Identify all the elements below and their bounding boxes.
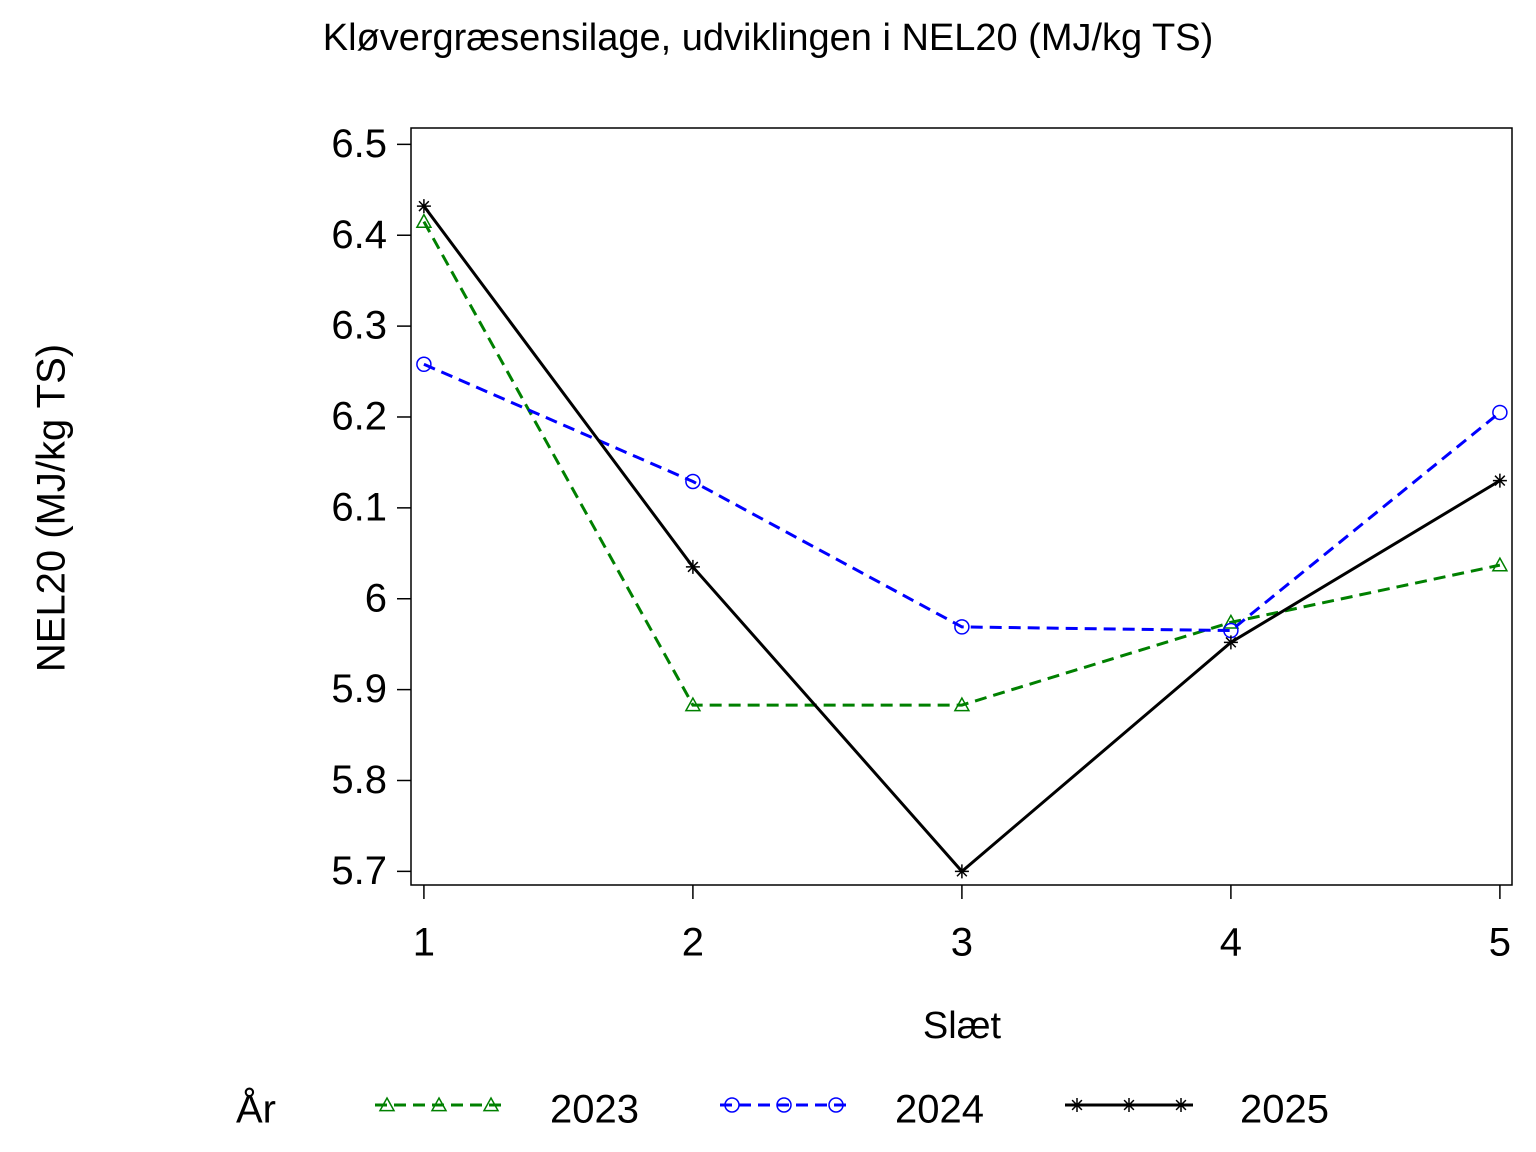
series-line	[423, 362, 1501, 633]
y-tick-label: 5.7	[331, 849, 387, 893]
legend-marker	[1070, 1098, 1084, 1112]
legend-marker	[828, 1097, 844, 1113]
legend-marker	[482, 1096, 500, 1112]
legend-marker	[378, 1096, 396, 1112]
x-tick-label: 1	[413, 921, 435, 965]
marker	[1223, 635, 1238, 650]
legend-label: 2023	[550, 1088, 639, 1132]
marker	[1222, 613, 1240, 629]
y-tick-label: 6	[365, 576, 387, 620]
y-tick-label: 6.4	[331, 213, 387, 257]
marker	[416, 356, 432, 373]
y-tick-label: 6.3	[331, 304, 387, 348]
marker	[685, 473, 701, 490]
marker	[954, 864, 969, 879]
legend-marker	[724, 1097, 740, 1113]
marker	[415, 213, 433, 228]
marker	[1492, 404, 1508, 421]
x-tick-label: 3	[951, 921, 973, 965]
marker	[954, 619, 970, 635]
legend-marker	[1122, 1098, 1136, 1112]
legend-label: 2025	[1240, 1088, 1329, 1132]
y-tick-label: 5.8	[331, 758, 387, 802]
y-tick-label: 6.1	[331, 485, 387, 529]
x-axis-label: Slæt	[923, 1005, 1002, 1047]
legend-marker	[776, 1097, 792, 1113]
y-tick-label: 6.2	[331, 395, 387, 439]
series-line	[422, 220, 1501, 707]
marker	[685, 559, 700, 574]
marker	[416, 199, 431, 214]
marker	[1491, 556, 1509, 572]
y-tick-label: 5.9	[331, 667, 387, 711]
marker	[684, 696, 702, 712]
marker	[953, 696, 971, 712]
x-tick-label: 2	[682, 921, 704, 965]
y-tick-label: 6.5	[331, 122, 387, 166]
x-tick-label: 5	[1489, 921, 1511, 965]
legend-label: 2024	[895, 1088, 984, 1132]
y-axis-label: NEL20 (MJ/kg TS)	[30, 344, 74, 672]
series-line	[422, 205, 1501, 874]
legend-marker	[430, 1096, 448, 1112]
plot-frame	[410, 127, 1513, 886]
legend-marker	[1174, 1098, 1188, 1112]
marker	[1492, 473, 1507, 488]
chart-title: Kløvergræsensilage, udviklingen i NEL20 …	[323, 17, 1214, 59]
legend-title: År	[236, 1087, 276, 1132]
x-tick-label: 4	[1220, 921, 1242, 965]
